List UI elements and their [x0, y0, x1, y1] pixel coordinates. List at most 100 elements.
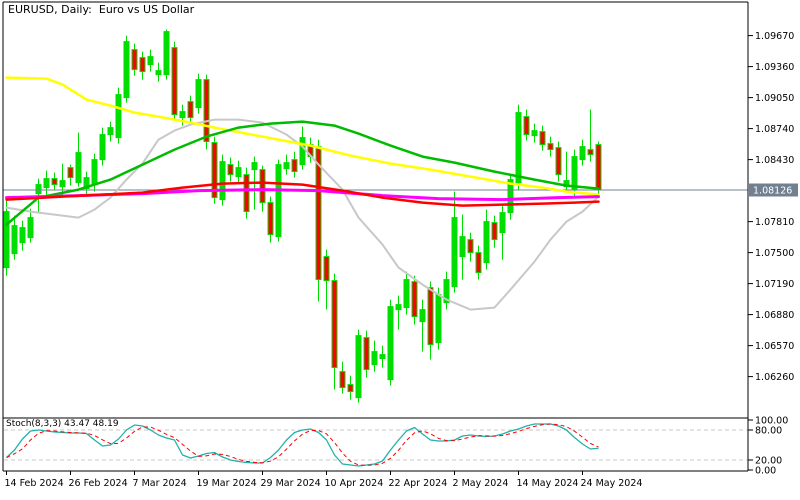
candle-bear [363, 337, 370, 371]
candle-bull [507, 179, 514, 214]
candle-bull [11, 225, 18, 255]
date-axis-label: 7 Mar 2024 [133, 478, 187, 489]
candle-bear [171, 47, 178, 116]
price-axis-label: 1.09050 [755, 93, 794, 104]
candle-bear [323, 256, 330, 282]
price-axis-label: 1.09670 [755, 31, 794, 42]
candle-bull [579, 146, 586, 161]
candle-bull [59, 180, 66, 188]
candle-bear [131, 49, 138, 71]
candle-bear [555, 147, 562, 176]
candle-bull [403, 279, 410, 309]
stoch-k-line [6, 423, 599, 467]
candle-bull [19, 227, 26, 244]
stoch-axis-label: 20.00 [755, 456, 782, 467]
candle-bull [443, 279, 450, 304]
candle-bear [331, 280, 338, 369]
candle-bear [211, 142, 218, 199]
candle-bear [67, 167, 74, 179]
price-axis-label: 1.06260 [755, 372, 794, 383]
candle-bull [91, 159, 98, 186]
candle-bear [259, 169, 266, 204]
ma-yellow-line [5, 76, 600, 196]
price-axis-label: 1.08740 [755, 124, 794, 135]
stochastic-label: Stoch(8,3,3) 43.47 48.19 [6, 419, 119, 429]
candle-bear [523, 116, 530, 136]
candle-bull [147, 56, 154, 66]
price-axis-label: 1.07810 [755, 217, 794, 228]
candle-bear [491, 222, 498, 241]
candle-bull [483, 221, 490, 264]
candle-bull [379, 354, 386, 360]
main-pane [3, 29, 748, 403]
candle-bear [547, 143, 554, 151]
candle-bear [139, 57, 146, 73]
ma-green-line [5, 120, 600, 226]
candle-bear [291, 159, 298, 173]
candle-bull [99, 134, 106, 161]
candle-bull [419, 309, 426, 323]
price-axis-label: 1.06570 [755, 341, 794, 352]
stoch-axis-label: 0.00 [755, 466, 776, 477]
candle-bull [115, 94, 122, 139]
candle-bull [35, 184, 42, 195]
date-axis-label: 26 Feb 2024 [69, 478, 128, 489]
candle-bear [427, 287, 434, 346]
candle-bull [299, 137, 306, 166]
stoch-d-line [6, 423, 599, 466]
candle-bull [43, 178, 50, 189]
date-axis-label: 14 May 2024 [517, 478, 579, 489]
stoch-axis-label: 80.00 [755, 426, 782, 437]
candle-bull [107, 127, 114, 136]
date-axis-label: 19 Mar 2024 [197, 478, 257, 489]
candle-bull [75, 152, 82, 184]
date-axis-label: 24 May 2024 [581, 478, 643, 489]
candle-bear [411, 281, 418, 318]
candle-bear [347, 384, 354, 393]
candle-bull [251, 162, 258, 171]
date-axis-label: 10 Apr 2024 [325, 478, 384, 489]
candle-bull [195, 79, 202, 109]
current-price-box [749, 183, 798, 197]
ma-red-line [5, 181, 600, 207]
chart-title: EURUSD, Daily: Euro vs US Dollar [8, 3, 195, 16]
candle-bull [3, 211, 10, 269]
candle-bull [27, 217, 34, 239]
candle-bear [203, 79, 210, 143]
candle-bull [531, 130, 538, 137]
candle-bull [435, 294, 442, 344]
stoch-axis-label: 100.00 [755, 416, 788, 427]
candle-bull [515, 112, 522, 184]
candle-bull [571, 156, 578, 191]
price-axis-label: 1.09360 [755, 62, 794, 73]
candle-bear [339, 371, 346, 389]
current-price-label: 1.08126 [753, 186, 792, 197]
candle-bull [371, 351, 378, 366]
candle-bear [51, 178, 58, 186]
candle-bull [219, 161, 226, 201]
candle-bull [83, 177, 90, 190]
candle-bull [179, 111, 186, 119]
candle-bull [387, 306, 394, 381]
candle-bull [395, 304, 402, 311]
candle-bear [267, 202, 274, 236]
price-axis-label: 1.07190 [755, 279, 794, 290]
candle-bear [595, 144, 602, 191]
candle-bear [227, 164, 234, 176]
candle-bull [235, 167, 242, 178]
candle-bear [243, 174, 250, 213]
stoch-pane [4, 423, 747, 467]
price-axis-label: 1.08430 [755, 155, 794, 166]
candle-bear [475, 252, 482, 274]
candle-bull [499, 212, 506, 234]
date-axis-label: 29 Mar 2024 [261, 478, 321, 489]
price-axis-label: 1.07500 [755, 248, 794, 259]
candle-bear [187, 101, 194, 119]
date-axis-label: 14 Feb 2024 [5, 478, 64, 489]
candle-bear [467, 239, 474, 254]
date-axis-label: 22 Apr 2024 [389, 478, 448, 489]
ma-gray-line [5, 118, 600, 311]
candle-bull [275, 164, 282, 238]
